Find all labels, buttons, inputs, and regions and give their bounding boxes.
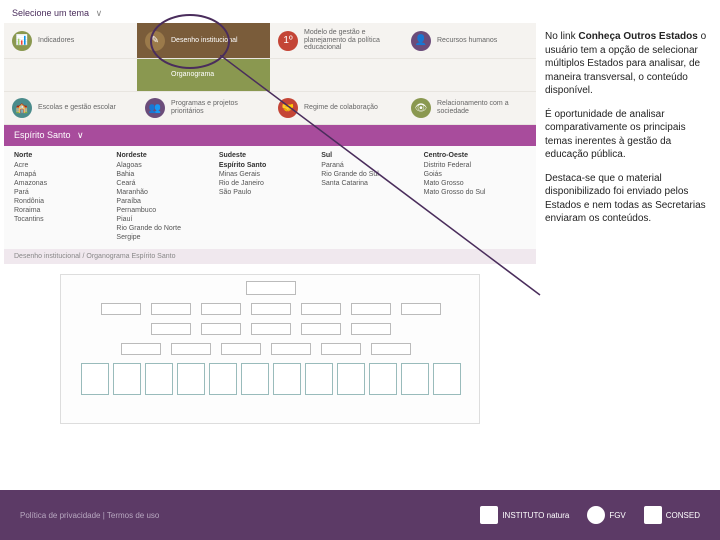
footer-logos: INSTITUTO natura FGV CONSED: [480, 506, 700, 524]
state-link[interactable]: Pernambuco: [116, 207, 218, 214]
org-chart-image[interactable]: [60, 274, 480, 424]
nav-label: Escolas e gestão escolar: [38, 104, 116, 112]
breadcrumb: Desenho institucional / Organograma Espí…: [4, 249, 536, 264]
state-link[interactable]: Acre: [14, 162, 116, 169]
nav-icon: 👤: [411, 31, 431, 51]
nav-icon: 👁: [411, 98, 431, 118]
state-link[interactable]: Rio de Janeiro: [219, 180, 321, 187]
state-link[interactable]: Roraima: [14, 207, 116, 214]
state-link[interactable]: Rio Grande do Sul: [321, 171, 423, 178]
callout-text: No link Conheça Outros Estados o usuário…: [545, 30, 713, 236]
nav-icon: ✎: [145, 31, 165, 51]
theme-select[interactable]: Selecione um tema ∨: [4, 4, 536, 23]
region-column: Sul Paraná Rio Grande do Sul Santa Catarina: [321, 152, 423, 243]
nav-item[interactable]: 👤 Recursos humanos: [403, 23, 536, 59]
footer: Política de privacidade | Termos de uso …: [0, 490, 720, 540]
region-column: Centro-Oeste Distrito Federal Goiás Mato Gr…: [424, 152, 526, 243]
footer-links[interactable]: Política de privacidade | Termos de uso: [20, 511, 159, 520]
state-link[interactable]: São Paulo: [219, 189, 321, 196]
nav-item[interactable]: 📊 Indicadores: [4, 23, 137, 59]
state-link[interactable]: Rondônia: [14, 198, 116, 205]
nav-item[interactable]: 👁 Relacionamento com a sociedade: [403, 92, 536, 125]
nav-icon: 🏫: [12, 98, 32, 118]
nav-item: [4, 59, 137, 92]
state-link[interactable]: Tocantins: [14, 216, 116, 223]
nav-label: Programas e projetos prioritários: [171, 100, 262, 115]
nav-item: [270, 59, 403, 92]
region-column: Nordeste Alagoas Bahia Ceará Maranhão Paraíba…: [116, 152, 218, 243]
nav-icon: 📊: [12, 31, 32, 51]
nav-grid: 📊 Indicadores ✎ Desenho institucional 1º Mode…: [4, 23, 536, 125]
nav-icon: 🤝: [278, 98, 298, 118]
chevron-down-icon: ∨: [96, 8, 103, 18]
nav-item[interactable]: 1º Modelo de gestão e planejamento da pol…: [270, 23, 403, 59]
callout-p2: É oportunidade de analisar comparativame…: [545, 108, 713, 162]
state-link[interactable]: Distrito Federal: [424, 162, 526, 169]
state-link[interactable]: Maranhão: [116, 189, 218, 196]
nav-item[interactable]: Organograma: [137, 59, 270, 92]
state-selector-bar[interactable]: Espírito Santo ∨: [4, 125, 536, 146]
org-chart-area: [4, 264, 536, 434]
state-link[interactable]: Amazonas: [14, 180, 116, 187]
state-link[interactable]: Espírito Santo: [219, 162, 321, 169]
region-header: Sudeste: [219, 152, 321, 159]
nav-label: Desenho institucional: [171, 37, 238, 45]
state-link[interactable]: Ceará: [116, 180, 218, 187]
theme-select-label: Selecione um tema: [12, 8, 89, 18]
region-column: Sudeste Espírito Santo Minas Gerais Rio de …: [219, 152, 321, 243]
logo-natura: INSTITUTO natura: [480, 506, 569, 524]
nav-label: Organograma: [171, 71, 214, 79]
state-link[interactable]: Paraíba: [116, 198, 218, 205]
state-link[interactable]: Piauí: [116, 216, 218, 223]
nav-icon: [145, 65, 165, 85]
state-link[interactable]: Rio Grande do Norte: [116, 225, 218, 232]
nav-label: Recursos humanos: [437, 37, 497, 45]
nav-label: Indicadores: [38, 37, 74, 45]
callout-p1-pre: No link: [545, 31, 578, 42]
nav-item: [403, 59, 536, 92]
state-link[interactable]: Mato Grosso do Sul: [424, 189, 526, 196]
nav-icon: 👥: [145, 98, 165, 118]
region-header: Norte: [14, 152, 116, 159]
state-label: Espírito Santo: [14, 130, 71, 140]
nav-item[interactable]: 🏫 Escolas e gestão escolar: [4, 92, 137, 125]
state-link[interactable]: Mato Grosso: [424, 180, 526, 187]
state-link[interactable]: Paraná: [321, 162, 423, 169]
state-link[interactable]: Goiás: [424, 171, 526, 178]
logo-consed: CONSED: [644, 506, 700, 524]
state-link[interactable]: Bahia: [116, 171, 218, 178]
region-column: Norte Acre Amapá Amazonas Pará Rondônia Roraim…: [14, 152, 116, 243]
region-header: Nordeste: [116, 152, 218, 159]
nav-label: Regime de colaboração: [304, 104, 378, 112]
callout-p1-bold: Conheça Outros Estados: [578, 31, 697, 42]
region-header: Sul: [321, 152, 423, 159]
nav-item[interactable]: ✎ Desenho institucional: [137, 23, 270, 59]
chevron-down-icon: ∨: [77, 130, 84, 140]
state-link[interactable]: Sergipe: [116, 234, 218, 241]
callout-p3: Destaca-se que o material disponibilizad…: [545, 172, 713, 226]
nav-icon: 1º: [278, 31, 298, 51]
region-header: Centro-Oeste: [424, 152, 526, 159]
state-link[interactable]: Santa Catarina: [321, 180, 423, 187]
nav-item[interactable]: 👥 Programas e projetos prioritários: [137, 92, 270, 125]
nav-item[interactable]: 🤝 Regime de colaboração: [270, 92, 403, 125]
logo-fgv: FGV: [587, 506, 625, 524]
state-link[interactable]: Minas Gerais: [219, 171, 321, 178]
state-link[interactable]: Pará: [14, 189, 116, 196]
regions-list: Norte Acre Amapá Amazonas Pará Rondônia Roraim…: [4, 146, 536, 249]
state-link[interactable]: Amapá: [14, 171, 116, 178]
state-link[interactable]: Alagoas: [116, 162, 218, 169]
nav-label: Relacionamento com a sociedade: [437, 100, 528, 115]
nav-label: Modelo de gestão e planejamento da polít…: [304, 29, 395, 52]
